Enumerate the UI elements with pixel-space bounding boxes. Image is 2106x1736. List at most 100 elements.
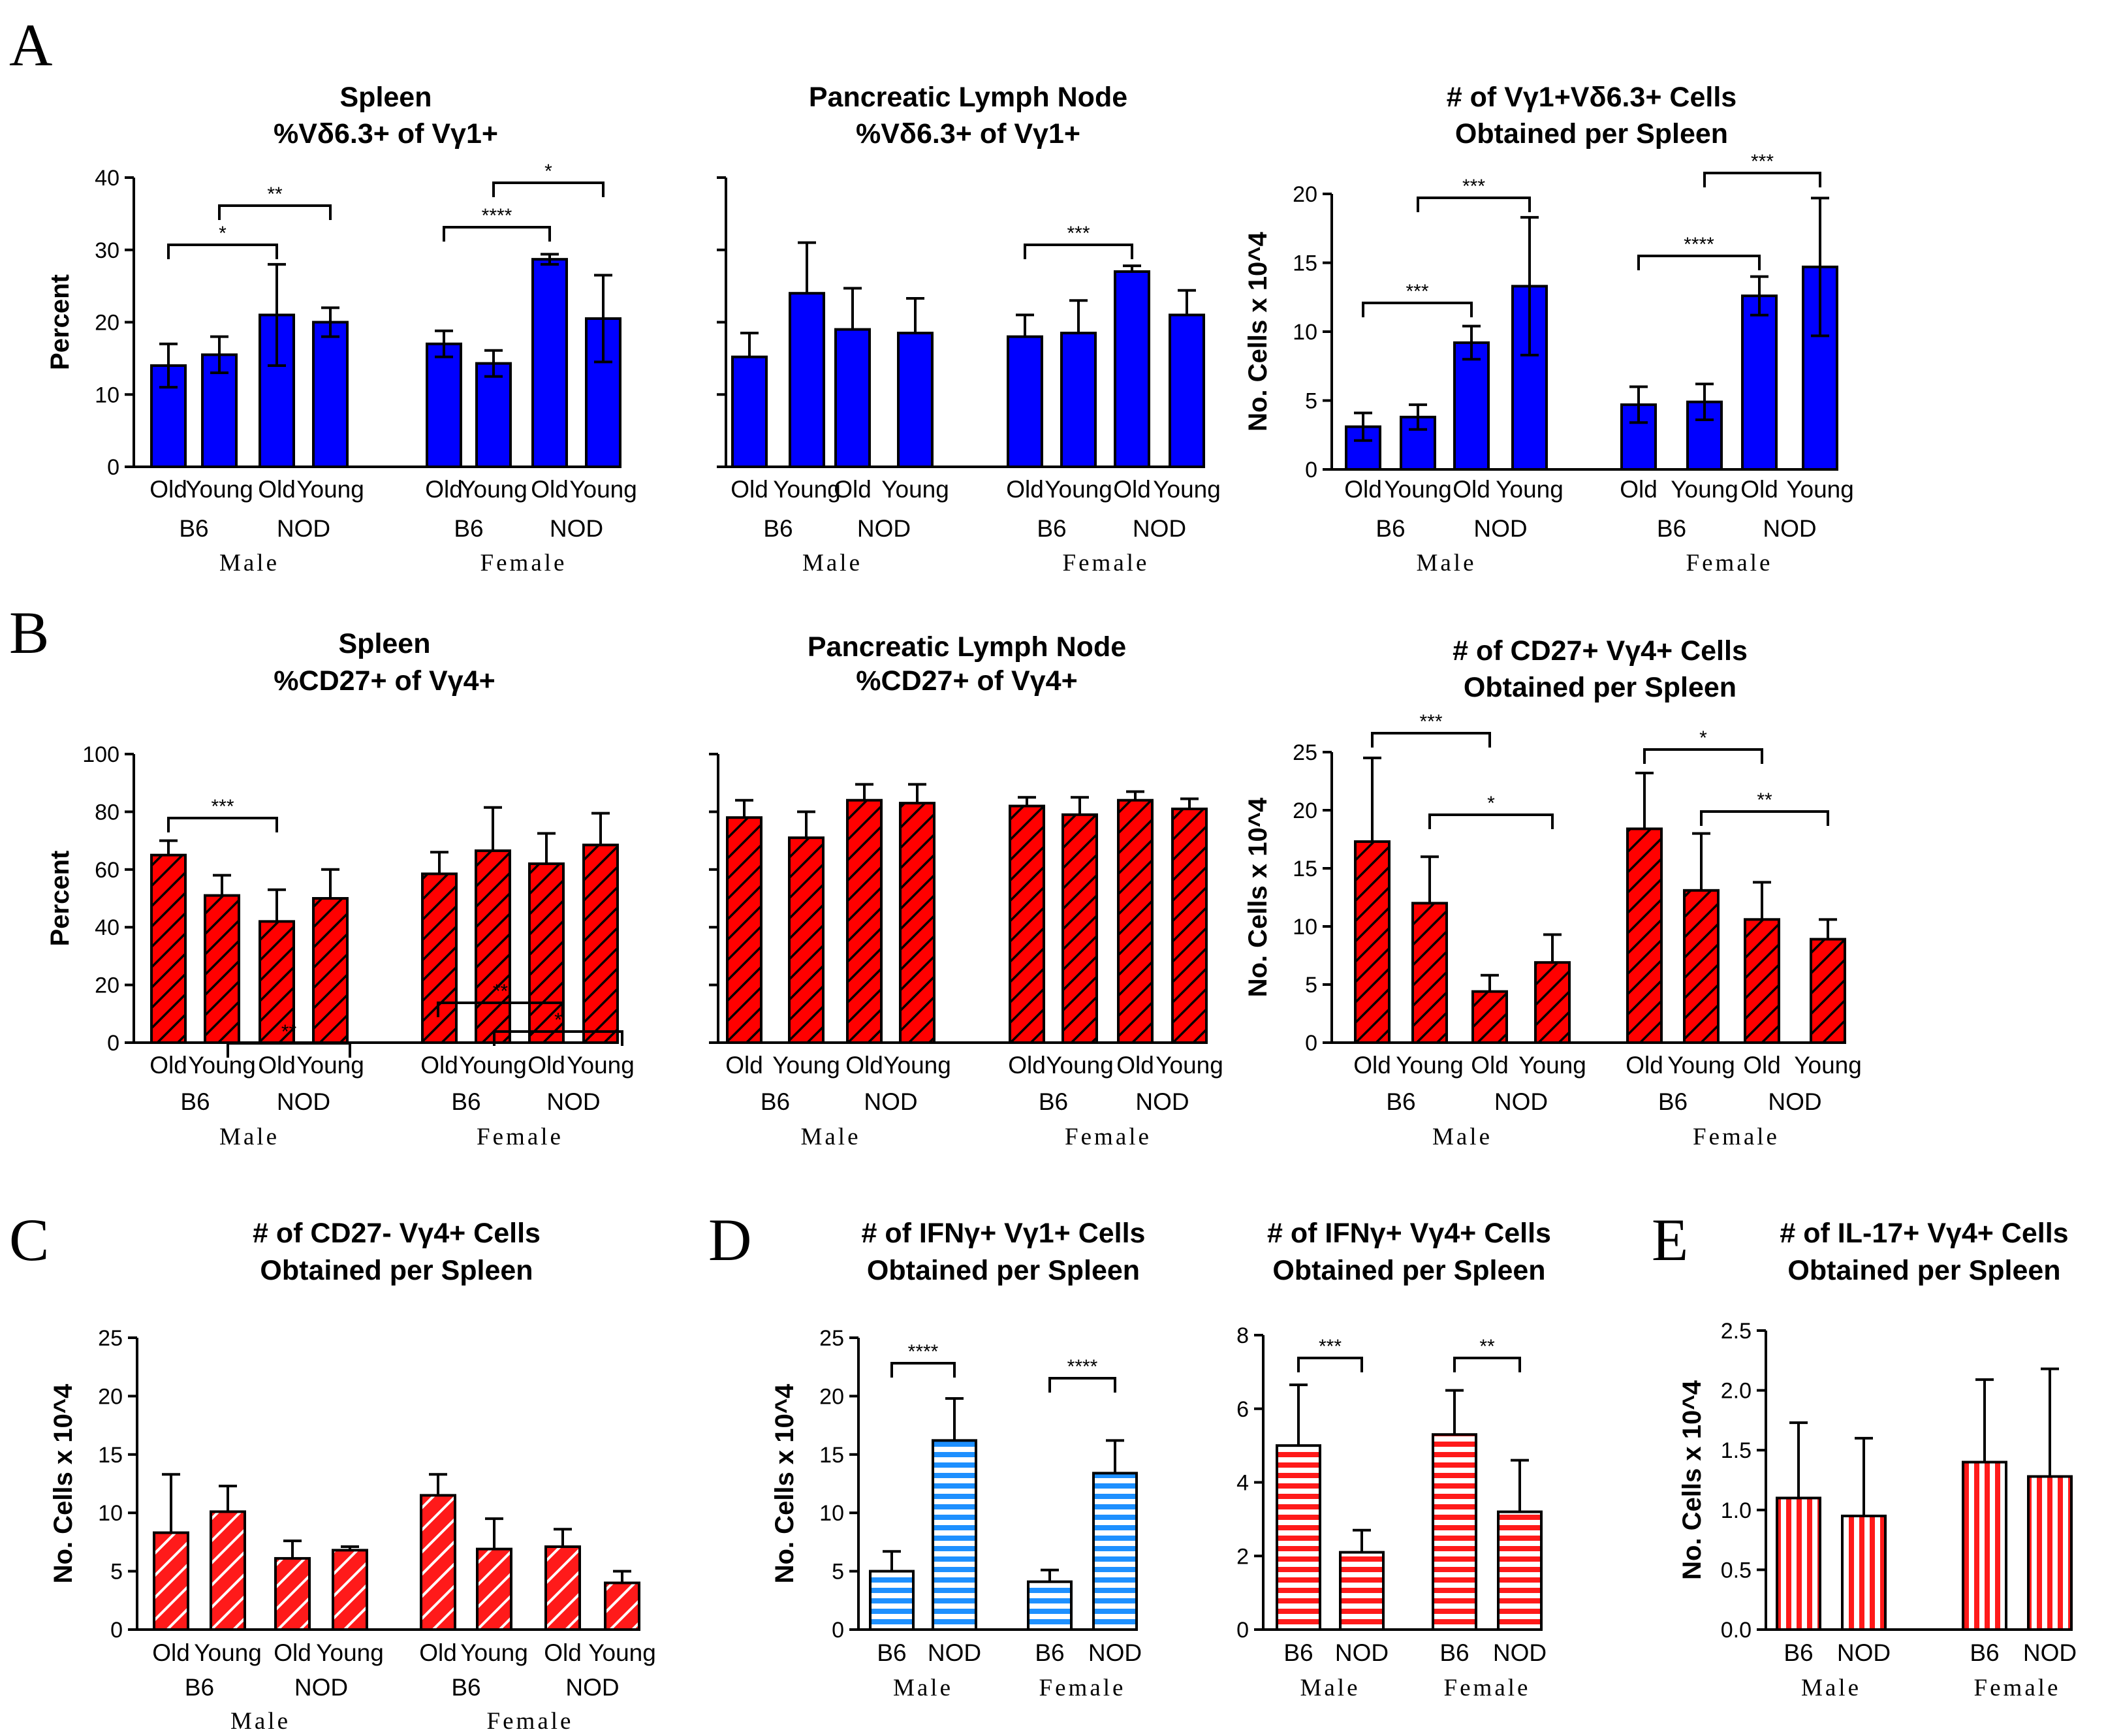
bar <box>1411 902 1448 1045</box>
bar <box>1092 1472 1138 1631</box>
chart-subtitle: Obtained per Spleen <box>1272 1255 1545 1286</box>
significance-stars: **** <box>1684 234 1714 255</box>
category-label: Young <box>569 476 637 503</box>
y-axis-label: No. Cells x 10^4 <box>1244 231 1272 431</box>
strain-label: NOD <box>277 1088 330 1115</box>
y-axis-label: No. Cells x 10^4 <box>49 1383 78 1583</box>
bar <box>1744 918 1780 1044</box>
chart-title: # of CD27- Vγ4+ Cells <box>253 1218 541 1249</box>
bar <box>1339 1551 1385 1632</box>
strain-label: B6 <box>180 1088 210 1115</box>
chart-subtitle: Obtained per Spleen <box>260 1255 533 1286</box>
panel-label-b: B <box>9 599 49 666</box>
significance-stars: *** <box>211 796 234 817</box>
category-label: Old <box>1344 476 1382 503</box>
bar <box>1626 827 1663 1044</box>
y-tick-label: 20 <box>1293 182 1317 207</box>
category-label: Young <box>1518 1052 1586 1079</box>
significance-stars: * <box>219 223 227 244</box>
chart-title: Spleen <box>339 628 431 659</box>
category-label: Old <box>149 1052 187 1079</box>
y-tick-label: 0 <box>1236 1618 1249 1643</box>
bar <box>1741 294 1778 471</box>
chart-subtitle: %Vδ6.3+ of Vγ1+ <box>856 118 1080 150</box>
panel-label-a: A <box>9 12 52 78</box>
significance-stars: * <box>1699 727 1707 749</box>
chart-title: # of Vγ1+Vδ6.3+ Cells <box>1447 82 1737 113</box>
bar <box>1171 807 1208 1044</box>
strain-label: NOD <box>1135 1088 1189 1115</box>
category-label: Old <box>731 476 768 503</box>
chart-d2: # of IFNγ+ Vγ4+ Cells Obtained per Spleen… <box>1236 1218 1551 1701</box>
bar <box>332 1549 368 1632</box>
category-label: Young <box>188 1052 256 1079</box>
bar <box>1117 798 1154 1044</box>
bar <box>475 849 511 1044</box>
chart-title: # of IFNγ+ Vγ4+ Cells <box>1267 1218 1551 1249</box>
y-tick-label: 20 <box>95 973 119 998</box>
strain-label: NOD <box>1473 515 1527 542</box>
significance-bracket <box>1453 1357 1521 1372</box>
strain-label: B6 <box>1386 1088 1415 1115</box>
y-tick-label: 60 <box>95 858 119 883</box>
bar <box>420 1494 456 1631</box>
significance-bracket <box>1637 255 1761 270</box>
bar <box>1453 341 1490 471</box>
significance-stars: **** <box>482 205 512 227</box>
category-label: Young <box>1786 476 1854 503</box>
strain-label: B6 <box>1375 515 1405 542</box>
bar <box>475 362 512 468</box>
category-label: Old <box>1116 1052 1154 1079</box>
category-label: Old <box>149 476 187 503</box>
category-label: Young <box>881 476 949 503</box>
category-label: B6 <box>1439 1639 1469 1666</box>
bar <box>932 1439 977 1631</box>
category-label: Young <box>296 476 364 503</box>
significance-bracket <box>167 817 278 832</box>
category-label: Old <box>725 1052 763 1079</box>
bar <box>1061 813 1098 1044</box>
chart-b1: Spleen %CD27+ of Vγ4+ 0 20 40 60 80 100 Percent O… <box>46 628 635 1150</box>
y-tick-label: 10 <box>1293 320 1317 345</box>
y-tick-label: 5 <box>110 1560 123 1585</box>
significance-bracket <box>1428 813 1554 829</box>
group-label: Female <box>480 550 567 576</box>
strain-label: B6 <box>1039 1088 1068 1115</box>
group-label: Male <box>219 1124 279 1150</box>
category-label: Young <box>1496 476 1564 503</box>
y-tick-label: 5 <box>1305 973 1317 998</box>
significance-stars: * <box>1487 793 1495 814</box>
strain-label: B6 <box>761 1088 790 1115</box>
y-tick-label: 1.0 <box>1721 1498 1752 1523</box>
y-tick-label: 10 <box>95 383 119 407</box>
significance-bracket <box>167 244 278 259</box>
y-tick-label: 40 <box>95 915 119 940</box>
significance-bracket <box>890 1362 956 1378</box>
y-tick-label: 5 <box>1305 389 1317 414</box>
category-label: NOD <box>928 1639 981 1666</box>
category-label: Old <box>1471 1052 1509 1079</box>
group-label: Female <box>1693 1124 1780 1150</box>
bar <box>1060 332 1097 468</box>
significance-bracket <box>437 1002 564 1017</box>
category-label: B6 <box>1970 1639 1999 1666</box>
significance-bracket <box>1703 172 1821 187</box>
significance-bracket <box>443 226 551 242</box>
bar <box>210 1510 246 1632</box>
y-tick-label: 15 <box>819 1443 844 1468</box>
bar <box>421 872 458 1045</box>
bar <box>544 1545 581 1631</box>
group-label: Female <box>1974 1675 2061 1701</box>
bar <box>731 355 768 468</box>
strain-label: B6 <box>179 515 208 542</box>
chart-c1: # of CD27- Vγ4+ Cells Obtained per Spleen… <box>49 981 656 1735</box>
bar <box>582 844 619 1044</box>
bar <box>312 321 349 468</box>
category-label: Young <box>1384 476 1452 503</box>
bar <box>1810 938 1846 1044</box>
category-label: Young <box>772 1052 840 1079</box>
group-label: Female <box>1686 550 1773 576</box>
significance-stars: *** <box>1462 176 1485 197</box>
bar <box>426 342 462 468</box>
strain-label: NOD <box>565 1674 619 1701</box>
